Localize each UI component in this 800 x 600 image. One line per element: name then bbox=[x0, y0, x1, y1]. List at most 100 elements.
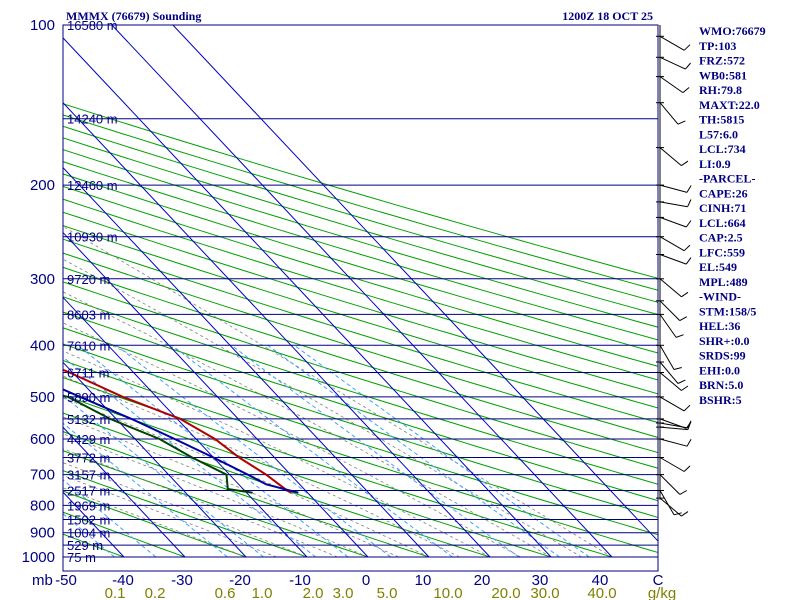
wind-barb-flag bbox=[685, 220, 692, 228]
moist-adiabat-line bbox=[63, 258, 582, 558]
pressure-tick-label: 600 bbox=[30, 431, 55, 448]
wind-barb-flag bbox=[683, 44, 691, 51]
height-label: 1004 m bbox=[67, 526, 110, 541]
mixing-ratio-tick-label: 40.0 bbox=[587, 585, 616, 600]
wind-barb bbox=[659, 345, 675, 370]
wind-barb-flag bbox=[683, 465, 691, 472]
wind-barb-flag bbox=[686, 439, 692, 447]
sounding-index: -PARCEL- bbox=[699, 172, 755, 186]
sounding-index: FRZ:572 bbox=[699, 54, 745, 68]
wind-barb bbox=[659, 361, 679, 384]
pressure-tick-label: 400 bbox=[30, 337, 55, 354]
wind-barb bbox=[659, 184, 688, 193]
plot-border bbox=[62, 24, 659, 572]
wind-barb-flag bbox=[687, 420, 692, 429]
wind-barb-flag bbox=[683, 244, 691, 252]
sounding-index: EHI:0.0 bbox=[699, 363, 740, 377]
wind-barb-flag bbox=[673, 512, 682, 516]
sounding-index: MPL:489 bbox=[699, 275, 748, 289]
sounding-index: MAXT:22.0 bbox=[699, 98, 760, 112]
sounding-index: LCL:664 bbox=[699, 216, 746, 230]
isotherm-line bbox=[63, 361, 247, 558]
temperature-tick-label: 40 bbox=[592, 572, 609, 589]
sounding-index: EL:549 bbox=[699, 260, 737, 274]
sounding-index: -WIND- bbox=[699, 290, 741, 304]
height-label: 4429 m bbox=[67, 432, 110, 447]
plot-background bbox=[63, 25, 658, 571]
wind-barb bbox=[659, 490, 675, 516]
wind-barb bbox=[659, 201, 688, 208]
pressure-tick-label: 100 bbox=[30, 17, 55, 34]
height-label: 1502 m bbox=[67, 512, 110, 527]
height-label: 2517 m bbox=[67, 484, 110, 499]
sounding-index: CAP:2.5 bbox=[699, 231, 743, 245]
temperature-tick-label: 10 bbox=[415, 572, 432, 589]
pressure-tick-label: 900 bbox=[30, 525, 55, 542]
moist-adiabat-line bbox=[63, 475, 277, 558]
wind-barb-flag bbox=[687, 199, 692, 207]
wind-barb-flag bbox=[675, 334, 684, 338]
moist-adiabat-line bbox=[63, 322, 521, 558]
height-label: 75 m bbox=[67, 550, 96, 565]
sounding-index: LFC:559 bbox=[699, 245, 745, 259]
wind-barb bbox=[659, 300, 681, 321]
moist-adiabat-line bbox=[63, 462, 308, 558]
wind-barb-flag bbox=[687, 421, 692, 430]
sounding-index: TH:5815 bbox=[699, 113, 744, 127]
wind-barb bbox=[659, 35, 685, 51]
wind-barb bbox=[659, 147, 682, 166]
mixing-ratio-tick-label: 3.0 bbox=[333, 585, 354, 600]
wind-barb bbox=[659, 396, 685, 412]
mixing-ratio-tick-label: 20.0 bbox=[491, 585, 520, 600]
sounding-index: SHR+:0.0 bbox=[699, 334, 750, 348]
wind-barb-flag bbox=[677, 120, 686, 125]
mixing-ratio-tick-label: 30.0 bbox=[530, 585, 559, 600]
chart-grid bbox=[63, 25, 658, 558]
sounding-index: SRDS:99 bbox=[699, 349, 746, 363]
temperature-tick-label: -20 bbox=[229, 572, 251, 589]
height-label: 10930 m bbox=[67, 230, 118, 245]
pressure-tick-label: 300 bbox=[30, 271, 55, 288]
chart-title: MMMX (76679) Sounding bbox=[66, 9, 201, 23]
wind-barb-flag bbox=[677, 379, 686, 384]
height-label: 3157 m bbox=[67, 468, 110, 483]
mixing-ratio-tick-label: 1.0 bbox=[252, 585, 273, 600]
height-label: 9720 m bbox=[67, 272, 110, 287]
temperature-tick-label: 0 bbox=[362, 572, 370, 589]
sounding-index: LCL:734 bbox=[699, 142, 746, 156]
sounding-index: BRN:5.0 bbox=[699, 378, 743, 392]
isotherm-line bbox=[63, 296, 308, 558]
dewpoint-profile-line bbox=[63, 394, 253, 494]
plot-area bbox=[63, 25, 658, 571]
wind-barb bbox=[659, 216, 687, 228]
isotherm-line bbox=[172, 25, 658, 542]
wind-barb bbox=[659, 254, 687, 265]
pressure-tick-label: 800 bbox=[30, 497, 55, 514]
mixing-ratio-unit-label: g/kg bbox=[648, 585, 676, 600]
height-label: 6711 m bbox=[67, 366, 109, 381]
sounding-index: LI:0.9 bbox=[699, 157, 731, 171]
wind-barb-flag bbox=[685, 62, 691, 70]
mixing-ratio-tick-label: 0.6 bbox=[215, 585, 236, 600]
wind-barb-flag bbox=[682, 87, 690, 93]
height-label: 529 m bbox=[67, 538, 103, 553]
temperature-tick-label: -40 bbox=[112, 572, 134, 589]
height-label: 12460 m bbox=[67, 178, 118, 193]
sounding-index: WMO:76679 bbox=[699, 24, 766, 38]
isotherm-line bbox=[111, 25, 613, 558]
wind-barb-flag bbox=[685, 257, 692, 265]
height-label: 14240 m bbox=[67, 112, 118, 127]
sounding-index: CINH:71 bbox=[699, 201, 746, 215]
wind-barb-column bbox=[656, 25, 692, 517]
height-label: 7610 m bbox=[67, 338, 110, 353]
sounding-index: CAPE:26 bbox=[699, 186, 748, 200]
mixing-ratio-tick-label: 10.0 bbox=[433, 585, 462, 600]
sounding-index: BSHR:5 bbox=[699, 393, 742, 407]
pressure-tick-label: 200 bbox=[30, 177, 55, 194]
pressure-tick-label: 1000 bbox=[22, 549, 55, 566]
isotherm-line bbox=[63, 231, 369, 558]
wind-barb-flag bbox=[681, 511, 689, 517]
wind-barb bbox=[659, 426, 688, 431]
